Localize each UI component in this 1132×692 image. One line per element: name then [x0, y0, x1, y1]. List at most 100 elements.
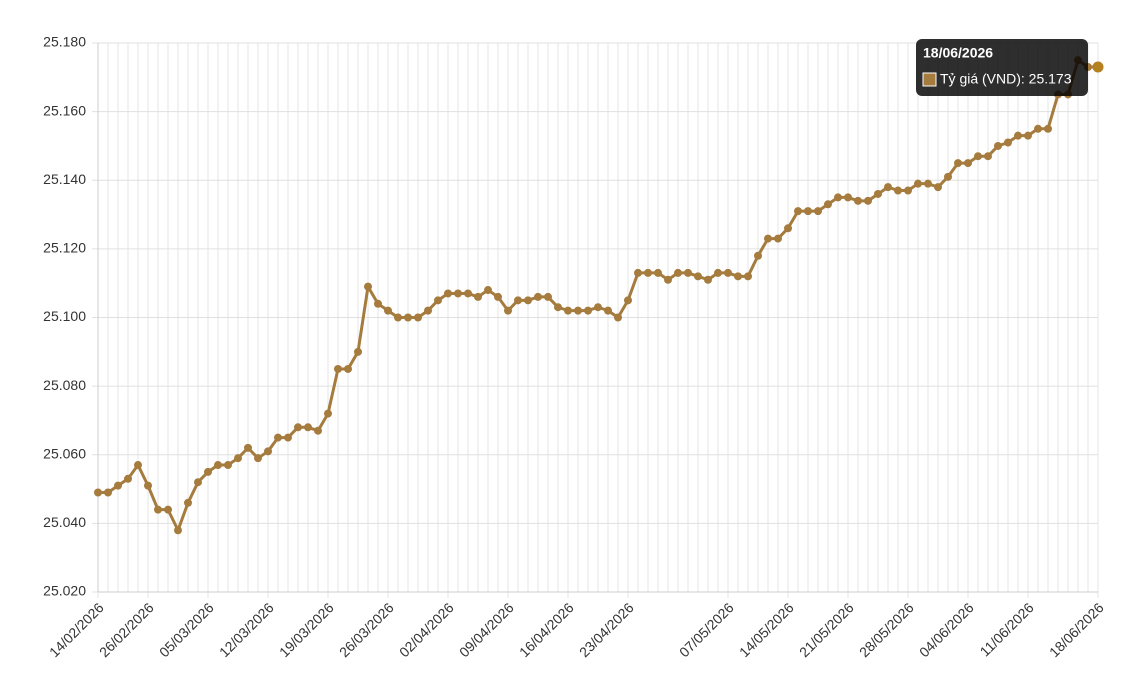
point [594, 303, 602, 312]
y-tick-label: 25.060 [43, 445, 86, 461]
point [814, 207, 822, 216]
point [614, 313, 622, 322]
point [664, 275, 672, 284]
point [724, 268, 732, 277]
point [364, 282, 372, 291]
point [934, 183, 942, 192]
point [1004, 138, 1012, 147]
point [744, 272, 752, 281]
point [394, 313, 402, 322]
x-tick-label: 14/05/2026 [736, 599, 797, 660]
x-tick-label: 21/05/2026 [796, 599, 857, 660]
point [274, 433, 282, 442]
point [414, 313, 422, 322]
x-tick-label: 28/05/2026 [856, 599, 917, 660]
point [144, 481, 152, 490]
point [994, 141, 1002, 150]
point [784, 224, 792, 233]
x-tick-label: 19/03/2026 [276, 599, 337, 660]
point [164, 505, 172, 514]
point [854, 196, 862, 205]
point [1034, 124, 1042, 133]
point [254, 454, 262, 463]
point [694, 272, 702, 281]
point [344, 364, 352, 373]
point [314, 426, 322, 435]
tooltip: 18/06/2026 Tỷ giá (VND): 25.173 [916, 39, 1088, 96]
point [94, 488, 102, 497]
point [534, 292, 542, 301]
point [704, 275, 712, 284]
x-tick-label: 26/02/2026 [96, 599, 157, 660]
point [674, 268, 682, 277]
point [224, 461, 232, 470]
point [1092, 61, 1104, 73]
point [404, 313, 412, 322]
point [844, 193, 852, 202]
point [304, 423, 312, 432]
point [244, 443, 252, 452]
point [444, 289, 452, 298]
point [1024, 131, 1032, 140]
point [604, 306, 612, 315]
tooltip-swatch [922, 72, 937, 87]
point [484, 286, 492, 295]
point [754, 251, 762, 260]
point [634, 268, 642, 277]
point [884, 183, 892, 192]
point [834, 193, 842, 202]
point [764, 234, 772, 243]
x-tick-label: 26/03/2026 [336, 599, 397, 660]
point [524, 296, 532, 305]
point [104, 488, 112, 497]
point [464, 289, 472, 298]
point [174, 526, 182, 535]
point [194, 478, 202, 487]
point [984, 152, 992, 161]
x-tick-label: 12/03/2026 [216, 599, 277, 660]
point [184, 498, 192, 507]
point [964, 159, 972, 168]
point [204, 467, 212, 476]
point [644, 268, 652, 277]
tooltip-box [916, 39, 1088, 96]
point [334, 364, 342, 373]
point [134, 461, 142, 470]
point [294, 423, 302, 432]
point [374, 299, 382, 308]
x-tick-label: 09/04/2026 [456, 599, 517, 660]
point [684, 268, 692, 277]
point [354, 347, 362, 356]
point [264, 447, 272, 456]
point [734, 272, 742, 281]
point [474, 292, 482, 301]
point [1014, 131, 1022, 140]
y-tick-label: 25.080 [43, 377, 86, 393]
point [874, 189, 882, 198]
x-tick-label: 07/05/2026 [676, 599, 737, 660]
point [544, 292, 552, 301]
x-tick-label: 11/06/2026 [977, 599, 1037, 659]
point [324, 409, 332, 418]
point [514, 296, 522, 305]
point [654, 268, 662, 277]
y-tick-label: 25.040 [43, 514, 86, 530]
y-tick-label: 25.140 [43, 171, 86, 187]
point [774, 234, 782, 243]
point [624, 296, 632, 305]
x-tick-label: 02/04/2026 [396, 599, 457, 660]
point [974, 152, 982, 161]
point [804, 207, 812, 216]
point [494, 292, 502, 301]
point [384, 306, 392, 315]
point [944, 172, 952, 181]
tooltip-text: Tỷ giá (VND): 25.173 [940, 71, 1072, 87]
point [234, 454, 242, 463]
point [894, 186, 902, 195]
y-tick-label: 25.100 [43, 308, 86, 324]
point [454, 289, 462, 298]
y-tick-label: 25.120 [43, 240, 86, 256]
point [914, 179, 922, 188]
point [954, 159, 962, 168]
